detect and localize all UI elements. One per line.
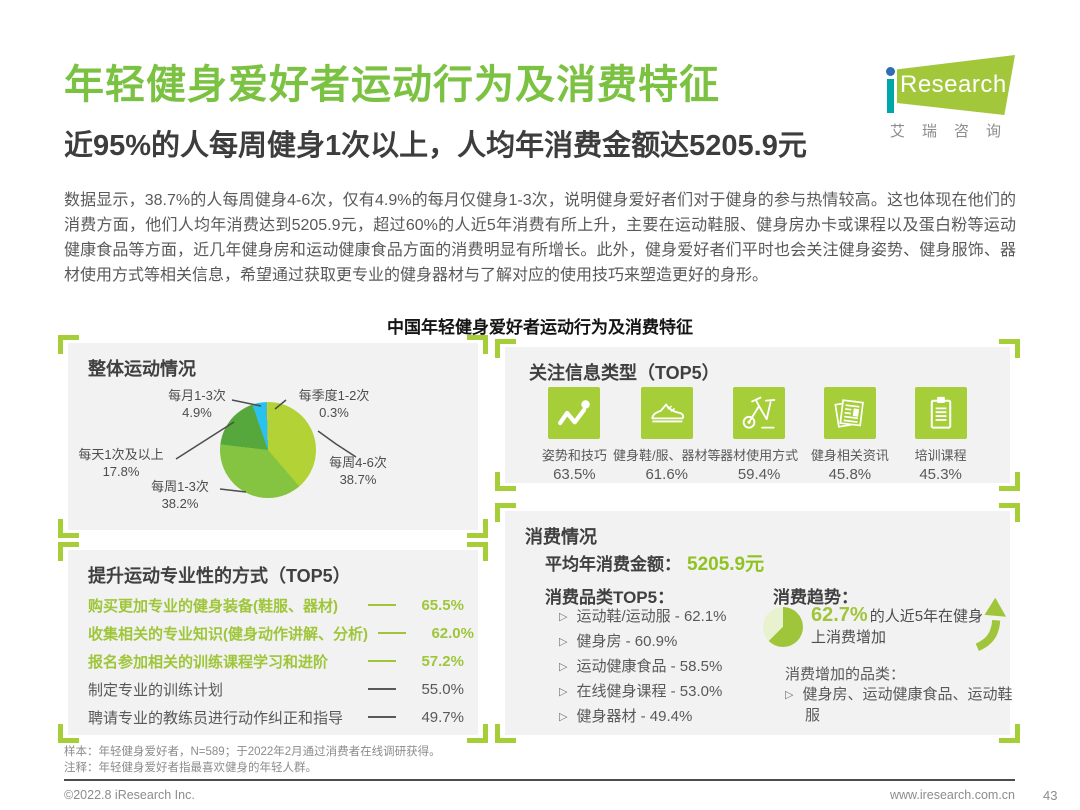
improve-row: 聘请专业的教练员进行动作纠正和指导 49.7% bbox=[88, 708, 464, 727]
logo-i-icon bbox=[886, 67, 895, 113]
increase-categories-title: 消费增加的品类： bbox=[785, 666, 906, 683]
top5-item: 运动鞋/运动服 - 62.1% bbox=[559, 607, 726, 628]
top5-item: 健身器材 - 49.4% bbox=[559, 707, 727, 728]
info-item: 器材使用方式 59.4% bbox=[714, 387, 805, 483]
corner-bracket bbox=[58, 724, 79, 743]
corner-bracket bbox=[495, 472, 516, 491]
situp-icon bbox=[548, 387, 601, 439]
corner-bracket bbox=[999, 724, 1020, 743]
leader-dash bbox=[368, 688, 396, 690]
corner-bracket bbox=[495, 339, 516, 358]
pie-label-weekly46: 每周4-6次 38.7% bbox=[329, 455, 387, 487]
section-title: 中国年轻健身爱好者运动行为及消费特征 bbox=[387, 318, 693, 337]
corner-bracket bbox=[999, 503, 1020, 522]
pie-label-quarterly: 每季度1-2次 0.3% bbox=[298, 388, 370, 420]
corner-bracket bbox=[58, 542, 79, 561]
footer-divider bbox=[64, 779, 1015, 781]
logo-i-stem bbox=[887, 79, 894, 113]
corner-bracket bbox=[467, 335, 488, 354]
improve-row: 收集相关的专业知识(健身动作讲解、分析) 62.0% bbox=[88, 624, 474, 643]
page-number: 43 bbox=[1043, 788, 1058, 803]
corner-bracket bbox=[999, 339, 1020, 358]
corner-bracket bbox=[467, 542, 488, 561]
corner-bracket bbox=[58, 519, 79, 538]
improve-row: 报名参加相关的训练课程学习和进阶 57.2% bbox=[88, 652, 464, 671]
site-url: www.iresearch.com.cn bbox=[889, 788, 1015, 802]
corner-bracket bbox=[999, 472, 1020, 491]
trend-title: 消费趋势： bbox=[773, 588, 858, 607]
corner-bracket bbox=[467, 519, 488, 538]
improve-methods-panel: 提升运动专业性的方式（TOP5） 购买更加专业的健身装备(鞋服、器材) 65.5… bbox=[58, 542, 488, 743]
iresearch-logo: Research 艾瑞咨询 bbox=[886, 55, 1022, 141]
improve-row: 制定专业的训练计划 55.0% bbox=[88, 680, 464, 699]
info-item: 健身鞋/服、器材等 61.6% bbox=[613, 387, 721, 483]
improve-panel-title: 提升运动专业性的方式（TOP5） bbox=[88, 566, 351, 586]
info-item: 培训课程 45.3% bbox=[895, 387, 986, 483]
logo-chinese-name: 艾瑞咨询 bbox=[890, 123, 1019, 140]
info-items: 姿势和技巧 63.5% 健身鞋/服、器材等 61.6% bbox=[529, 387, 986, 483]
up-arrow-icon bbox=[975, 597, 1007, 651]
trend-percentage: 62.7% bbox=[811, 604, 868, 626]
consumption-panel: 消费情况 平均年消费金额： 5205.9元 消费品类TOP5： 运动鞋/运动服 -… bbox=[495, 503, 1020, 743]
sample-note: 样本：年轻健身爱好者，N=589；于2022年2月通过消费者在线调研获得。 bbox=[64, 746, 441, 758]
pie-label-monthly: 每月1-3次 4.9% bbox=[168, 388, 226, 420]
info-item: 姿势和技巧 63.5% bbox=[529, 387, 620, 483]
page-title: 年轻健身爱好者运动行为及消费特征 bbox=[64, 63, 720, 107]
logo-brand-text: Research bbox=[900, 71, 1007, 98]
top5-item: 在线健身课程 - 53.0% bbox=[559, 682, 727, 703]
intro-paragraph: 数据显示，38.7%的人每周健身4-6次，仅有4.9%的每月仅健身1-3次，说明… bbox=[64, 192, 1016, 284]
corner-bracket bbox=[467, 724, 488, 743]
footnotes: 样本：年轻健身爱好者，N=589；于2022年2月通过消费者在线调研获得。 注释… bbox=[64, 744, 441, 776]
logo-flag: Research bbox=[897, 55, 1015, 115]
pie-label-daily: 每天1次及以上 17.8% bbox=[78, 447, 164, 479]
trend-pie bbox=[763, 607, 803, 647]
top5-item: 健身房 - 60.9% bbox=[559, 632, 727, 653]
overall-panel-title: 整体运动情况 bbox=[88, 359, 196, 379]
newspaper-icon bbox=[823, 387, 876, 439]
top5-title: 消费品类TOP5： bbox=[545, 588, 675, 607]
leader-dash bbox=[378, 632, 406, 634]
overall-activity-panel: 整体运动情况 每月1-3次 4.9% 每季度1-2次 0.3% 每天1次及以上 … bbox=[58, 335, 488, 538]
activity-pie bbox=[220, 402, 316, 498]
corner-bracket bbox=[495, 724, 516, 743]
clipboard-icon bbox=[914, 387, 967, 439]
consumption-panel-title: 消费情况 bbox=[525, 527, 597, 547]
top5-item: 运动健康食品 - 58.5% bbox=[559, 657, 727, 678]
info-types-panel: 关注信息类型（TOP5） 姿势和技巧 63.5% bbox=[495, 339, 1020, 491]
exercise-bike-icon bbox=[733, 387, 786, 439]
info-panel-title: 关注信息类型（TOP5） bbox=[529, 363, 720, 383]
top5-list: 运动鞋/运动服 - 62.1% 健身房 - 60.9% 运动健康食品 - 58.… bbox=[559, 607, 727, 732]
pie-label-weekly13: 每周1-3次 38.2% bbox=[151, 479, 209, 511]
average-spend-row: 平均年消费金额： 5205.9元 bbox=[545, 549, 764, 576]
sneaker-icon bbox=[640, 387, 693, 439]
corner-bracket bbox=[495, 503, 516, 522]
info-item: 健身相关资讯 45.8% bbox=[805, 387, 896, 483]
copyright-text: ©2022.8 iResearch Inc. bbox=[64, 788, 195, 802]
page-subtitle: 近95%的人每周健身1次以上，人均年消费金额达5205.9元 bbox=[64, 130, 807, 162]
annotation-note: 注释：年轻健身爱好者指最喜欢健身的年轻人群。 bbox=[64, 762, 317, 774]
average-spend-label: 平均年消费金额： bbox=[545, 555, 681, 574]
leader-dash bbox=[368, 716, 396, 718]
leader-dash bbox=[368, 604, 396, 606]
increase-categories-item: 健身房、运动健康食品、运动鞋服 bbox=[785, 685, 1021, 726]
logo-row: Research bbox=[886, 55, 1022, 115]
average-spend-value: 5205.9元 bbox=[687, 554, 765, 575]
improve-row: 购买更加专业的健身装备(鞋服、器材) 65.5% bbox=[88, 596, 464, 615]
footer-row: ©2022.8 iResearch Inc. www.iresearch.com… bbox=[64, 788, 1015, 802]
improve-rows: 购买更加专业的健身装备(鞋服、器材) 65.5% 收集相关的专业知识(健身动作讲… bbox=[88, 594, 474, 728]
leader-dash bbox=[368, 660, 396, 662]
corner-bracket bbox=[58, 335, 79, 354]
trend-text: 62.7% 的人近5年在健身上消费增加 bbox=[811, 604, 984, 647]
logo-i-dot bbox=[886, 67, 895, 76]
